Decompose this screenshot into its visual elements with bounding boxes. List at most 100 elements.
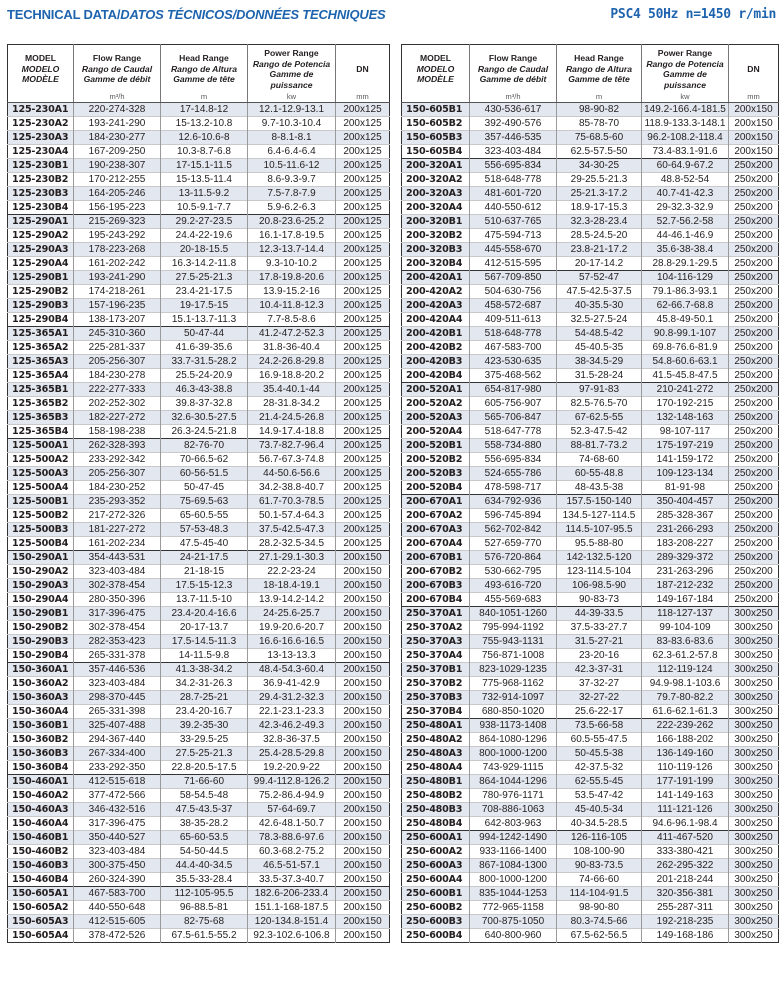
model-cell: 250-600A2 xyxy=(401,844,470,859)
head-range-cell: 73.5-66-58 xyxy=(556,718,642,733)
head-range-cell: 58-54.5-48 xyxy=(160,788,248,803)
power-range-cell: 35.6-38-38.4 xyxy=(641,242,729,257)
head-range-cell: 32.3-28-23.4 xyxy=(556,214,642,229)
head-range-cell: 47.5-43.5-37 xyxy=(160,802,248,817)
power-range-cell: 18-18.4-19.1 xyxy=(247,578,336,593)
model-cell: 150-605B2 xyxy=(401,116,470,131)
flow-range-cell: 325-407-488 xyxy=(73,718,161,733)
table-row: 250-370A1 840-1051-1260 44-39-33.5 118-127-… xyxy=(401,606,779,621)
model-cell: 125-290B3 xyxy=(7,298,74,313)
power-range-cell: 222-239-262 xyxy=(641,718,729,733)
dn-cell: 200x150 xyxy=(335,606,390,621)
model-cell: 200-670A3 xyxy=(401,522,470,537)
head-range-cell: 47.5-45-40 xyxy=(160,536,248,551)
power-range-cell: 79.7-80-82.2 xyxy=(641,690,729,705)
head-range-cell: 62.5-57.5-50 xyxy=(556,144,642,159)
head-range-cell: 53.5-47-42 xyxy=(556,788,642,803)
model-cell: 125-230B2 xyxy=(7,172,74,187)
dn-cell: 300x250 xyxy=(728,620,779,635)
dn-cell: 200x125 xyxy=(335,438,390,453)
model-cell: 250-600B4 xyxy=(401,928,470,943)
table-row: 250-370A4 756-871-1008 23-20-16 62.3-61.2-5… xyxy=(401,648,779,663)
flow-range-cell: 260-324-390 xyxy=(73,872,161,887)
model-cell: 250-600A4 xyxy=(401,872,470,887)
model-cell: 250-600B2 xyxy=(401,900,470,915)
model-cell: 250-600A3 xyxy=(401,858,470,873)
column-header-power-line: Power Range xyxy=(657,48,713,58)
flow-range-cell: 835-1044-1253 xyxy=(469,886,557,901)
flow-range-cell: 440-550-612 xyxy=(469,200,557,215)
power-range-cell: 170-192-215 xyxy=(641,396,729,411)
dn-cell: 200x125 xyxy=(335,214,390,229)
flow-range-cell: 938-1173-1408 xyxy=(469,718,557,733)
dn-cell: 250x200 xyxy=(728,438,779,453)
table-row: 200-520B2 556-695-834 74-68-60 141-159-172 2… xyxy=(401,452,779,467)
table-row: 250-370B3 732-914-1097 32-27-22 79.7-80-82.… xyxy=(401,690,779,705)
model-cell: 125-230B3 xyxy=(7,186,74,201)
head-range-cell: 60.5-55-47.5 xyxy=(556,732,642,747)
table-row: 150-360A2 323-403-484 34.2-31-26.3 36.9-41-… xyxy=(7,676,390,691)
table-row: 125-500B3 181-227-272 57-53-48.3 37.5-42.5-… xyxy=(7,522,390,537)
column-header-head-line: Gamme de tête xyxy=(173,74,235,85)
table-row: 150-605B3 357-446-535 75-68.5-60 96.2-108.2… xyxy=(401,130,779,145)
dn-cell: 200x125 xyxy=(335,480,390,495)
flow-range-cell: 220-274-328 xyxy=(73,102,161,117)
power-range-cell: 201-218-244 xyxy=(641,872,729,887)
table-row: 125-365B3 182-227-272 32.6-30.5-27.5 21.4-2… xyxy=(7,410,390,425)
dn-cell: 200x150 xyxy=(335,802,390,817)
dn-cell: 200x150 xyxy=(335,816,390,831)
head-range-cell: 70-66.5-62 xyxy=(160,452,248,467)
table-row: 200-520A4 518-647-778 52.3-47.5-42 98-107-1… xyxy=(401,424,779,439)
table-row: 125-365A1 245-310-360 50-47-44 41.2-47.2-52… xyxy=(7,326,390,341)
head-range-cell: 33-29.5-25 xyxy=(160,732,248,747)
head-range-cell: 14-11.5-9.8 xyxy=(160,648,248,663)
power-range-cell: 25.4-28.5-29.8 xyxy=(247,746,336,761)
head-range-cell: 17.5-14.5-11.3 xyxy=(160,634,248,649)
dn-cell: 300x250 xyxy=(728,648,779,663)
flow-range-cell: 294-367-440 xyxy=(73,732,161,747)
table-row: 250-370B4 680-850-1020 25.6-22-17 61.6-62.1… xyxy=(401,704,779,719)
model-cell: 125-365A1 xyxy=(7,326,74,341)
table-row: 200-320B3 445-558-670 23.8-21-17.2 35.6-38-… xyxy=(401,242,779,257)
dn-cell: 200x150 xyxy=(335,844,390,859)
dn-cell: 200x125 xyxy=(335,396,390,411)
model-cell: 150-460B1 xyxy=(7,830,74,845)
dn-cell: 200x125 xyxy=(335,508,390,523)
column-header-model-line: MODELO xyxy=(416,63,455,74)
model-cell: 200-520B2 xyxy=(401,452,470,467)
table-row: 125-500A1 262-328-393 82-76-70 73.7-82.7-96… xyxy=(7,438,390,453)
head-range-cell: 46.3-43-38.8 xyxy=(160,382,248,397)
power-range-cell: 149.2-166.4-181.5 xyxy=(641,102,729,117)
dn-cell: 250x200 xyxy=(728,242,779,257)
flow-range-cell: 156-195-223 xyxy=(73,200,161,215)
flow-range-cell: 755-943-1131 xyxy=(469,634,557,649)
flow-range-cell: 800-1000-1200 xyxy=(469,872,557,887)
technical-data-table-left: MODEL MODELO MODÈLE Flow Range Rango de Caud… xyxy=(7,44,390,943)
model-cell: 150-360A1 xyxy=(7,662,74,677)
power-range-cell: 22.1-23.1-23.3 xyxy=(247,704,336,719)
flow-range-cell: 864-1044-1296 xyxy=(469,774,557,789)
dn-cell: 200x125 xyxy=(335,522,390,537)
model-cell: 125-365A3 xyxy=(7,354,74,369)
table-row: 150-360A3 298-370-445 28.7-25-21 29.4-31.2-… xyxy=(7,690,390,705)
dn-cell: 200x125 xyxy=(335,494,390,509)
dn-cell: 300x250 xyxy=(728,830,779,845)
flow-range-cell: 354-443-531 xyxy=(73,550,161,565)
power-range-cell: 320-356-381 xyxy=(641,886,729,901)
table-row: 150-460B1 350-440-527 65-60-53.5 78.3-88.6-… xyxy=(7,830,390,845)
table-row: 150-460B2 323-403-484 54-50-44.5 60.3-68.2-… xyxy=(7,844,390,859)
power-range-cell: 79.1-86.3-93.1 xyxy=(641,284,729,299)
table-row: 250-600A2 933-1166-1400 108-100-90 333-380-… xyxy=(401,844,779,859)
power-range-cell: 41.5-45.8-47.5 xyxy=(641,368,729,383)
head-range-cell: 26.3-24.5-21.8 xyxy=(160,424,248,439)
dn-cell: 250x200 xyxy=(728,522,779,537)
head-range-cell: 20-18-15.5 xyxy=(160,242,248,257)
model-cell: 125-230B4 xyxy=(7,200,74,215)
dn-cell: 200x125 xyxy=(335,452,390,467)
head-range-cell: 67-62.5-55 xyxy=(556,410,642,425)
dn-cell: 200x125 xyxy=(335,228,390,243)
table-row: 125-290B4 138-173-207 15.1-13.7-11.3 7.7-8.… xyxy=(7,312,390,327)
table-row: 200-670A2 596-745-894 134.5-127-114.5 285-3… xyxy=(401,508,779,523)
flow-range-cell: 530-662-795 xyxy=(469,564,557,579)
flow-range-cell: 772-965-1158 xyxy=(469,900,557,915)
